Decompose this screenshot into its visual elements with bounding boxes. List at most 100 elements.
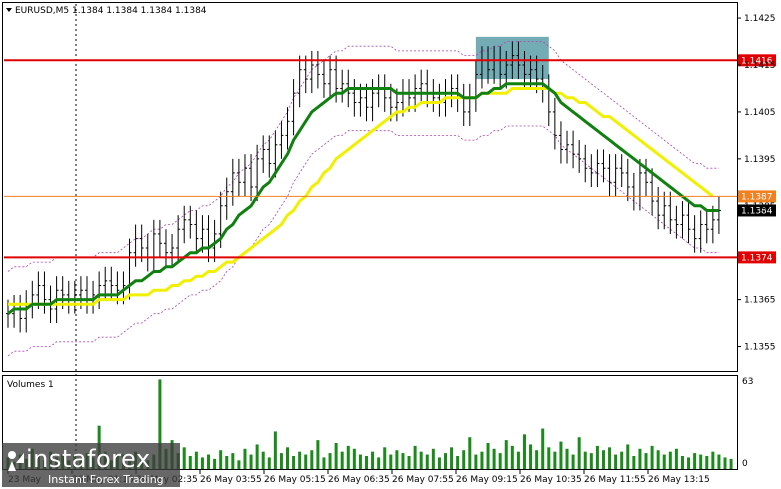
volume-bar (395, 450, 399, 469)
volume-bar (699, 454, 703, 469)
level-label-box (738, 190, 776, 203)
volume-bar (279, 453, 283, 469)
volume-bar (371, 451, 375, 469)
volume-bar (462, 450, 466, 469)
volume-bar (389, 454, 393, 469)
volume-bar (565, 448, 569, 469)
volume-bar (632, 456, 636, 469)
volume-bar (310, 450, 314, 469)
green-ma-line (7, 82, 719, 315)
volume-bar (188, 456, 192, 469)
volume-bar (200, 457, 204, 469)
instaforex-watermark: instaforex Instant Forex Trading (2, 443, 180, 487)
volume-bar (553, 451, 557, 469)
volume-bar (711, 451, 715, 469)
watermark-tagline: Instant Forex Trading (48, 473, 164, 486)
yellow-ma-line (8, 87, 714, 306)
volume-bar (608, 447, 612, 469)
volume-bar (249, 454, 253, 469)
volume-bar (571, 454, 575, 469)
volume-bar (717, 454, 721, 469)
volume-bar (334, 443, 338, 469)
volume-bar (443, 453, 447, 469)
y-tick-label: 1.1425 (744, 14, 776, 24)
volume-bar (255, 444, 259, 469)
volume-bar (668, 451, 672, 469)
volume-bar (601, 450, 605, 469)
volume-bar (225, 456, 229, 469)
volume-bar (522, 434, 526, 469)
volume-bar (182, 447, 186, 469)
volume-bar (595, 445, 599, 469)
volume-bar (231, 453, 235, 469)
volume-bar (644, 453, 648, 469)
volume-bar (535, 450, 539, 469)
volume-bar (680, 456, 684, 469)
y-tick-label: 1.1415 (744, 61, 776, 71)
x-tick-label: 26 May 06:35 (328, 475, 390, 485)
volume-bar (468, 437, 472, 469)
volume-bar (450, 447, 454, 469)
volume-bar (298, 451, 302, 469)
volume-bar (547, 447, 551, 469)
level-label: 1.1416 (741, 56, 773, 66)
volume-bar (589, 453, 593, 469)
volume-bar (614, 454, 618, 469)
volume-bar (383, 447, 387, 469)
volume-bar (431, 448, 435, 469)
main-panel-frame (2, 2, 738, 372)
volume-bar (340, 451, 344, 469)
volume-bar (456, 456, 460, 469)
y-tick-label: 1.1405 (744, 108, 776, 118)
volume-bar (219, 450, 223, 469)
volume-bar (346, 445, 350, 469)
volume-bar (492, 448, 496, 469)
current-price-box (738, 204, 776, 217)
volume-bar (419, 451, 423, 469)
volume-bar (498, 453, 502, 469)
volume-bar (577, 437, 581, 469)
volume-min-tick: 0 (742, 459, 748, 469)
upper-band-line (7, 41, 719, 272)
x-tick-label: 26 May 03:55 (200, 475, 262, 485)
volume-bar (328, 453, 332, 469)
volume-bar (194, 451, 198, 469)
volume-bar (352, 448, 356, 469)
volume-bar (474, 454, 478, 469)
volume-bar (401, 453, 405, 469)
volume-bar (559, 441, 563, 469)
x-tick-label: 26 May 09:15 (456, 475, 518, 485)
chart-title: EURUSD,M5 1.1384 1.1384 1.1384 1.1384 (15, 6, 207, 16)
volume-bar (486, 443, 490, 469)
volume-bar (626, 444, 630, 469)
volume-bar (322, 457, 326, 469)
volume-bar (358, 454, 362, 469)
x-tick-label: 26 May 07:55 (392, 475, 454, 485)
dropdown-triangle-icon[interactable] (6, 8, 12, 12)
volume-bar (529, 444, 533, 469)
volume-bar (650, 445, 654, 469)
y-tick-label: 1.1395 (744, 155, 776, 165)
watermark-brand: instaforex (26, 445, 151, 473)
volume-bar (286, 447, 290, 469)
volume-bar (158, 379, 162, 469)
volume-bar (213, 458, 217, 469)
x-tick-label: 26 May 13:15 (648, 475, 710, 485)
candles (6, 41, 721, 333)
volume-bar (541, 428, 545, 469)
volume-bar (407, 456, 411, 469)
level-label-box (738, 54, 776, 67)
volume-bar (365, 456, 368, 469)
volume-bar (504, 440, 508, 469)
current-price-label: 1.1384 (741, 206, 773, 216)
volume-bar (425, 454, 429, 469)
volume-bar (729, 458, 733, 469)
volume-bar (516, 451, 520, 469)
volume-bar (693, 453, 697, 469)
volume-title: Volumes 1 (7, 380, 54, 390)
y-tick-label: 1.1385 (744, 202, 776, 212)
volume-bar (662, 454, 666, 469)
volume-bar (292, 456, 296, 469)
volume-bar (723, 457, 727, 469)
